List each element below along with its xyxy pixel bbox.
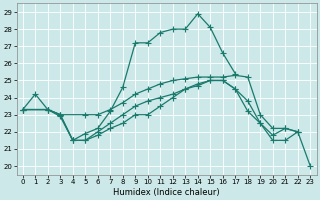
X-axis label: Humidex (Indice chaleur): Humidex (Indice chaleur) bbox=[113, 188, 220, 197]
